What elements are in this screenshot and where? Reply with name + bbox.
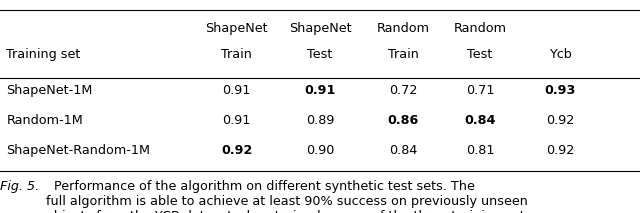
Text: Train: Train	[221, 48, 252, 61]
Text: 0.81: 0.81	[466, 144, 494, 157]
Text: 0.89: 0.89	[306, 114, 334, 127]
Text: Test: Test	[467, 48, 493, 61]
Text: 0.91: 0.91	[223, 84, 251, 97]
Text: 0.72: 0.72	[389, 84, 417, 97]
Text: 0.84: 0.84	[464, 114, 496, 127]
Text: 0.92: 0.92	[546, 144, 574, 157]
Text: 0.92: 0.92	[546, 114, 574, 127]
Text: Random: Random	[377, 22, 429, 35]
Text: Performance of the algorithm on different synthetic test sets. The
full algorith: Performance of the algorithm on differen…	[46, 180, 536, 213]
Text: 0.90: 0.90	[306, 144, 334, 157]
Text: 0.92: 0.92	[221, 144, 253, 157]
Text: Random-1M: Random-1M	[6, 114, 83, 127]
Text: ShapeNet-1M: ShapeNet-1M	[6, 84, 93, 97]
Text: 0.91: 0.91	[223, 114, 251, 127]
Text: Random: Random	[454, 22, 506, 35]
Text: 0.91: 0.91	[304, 84, 336, 97]
Text: 0.86: 0.86	[388, 114, 419, 127]
Text: Train: Train	[388, 48, 419, 61]
Text: Test: Test	[307, 48, 333, 61]
Text: 0.84: 0.84	[389, 144, 417, 157]
Text: Ycb: Ycb	[548, 48, 572, 61]
Text: 0.71: 0.71	[466, 84, 494, 97]
Text: ShapeNet: ShapeNet	[205, 22, 268, 35]
Text: ShapeNet-Random-1M: ShapeNet-Random-1M	[6, 144, 150, 157]
Text: Fig. 5.: Fig. 5.	[0, 180, 39, 193]
Text: 0.93: 0.93	[544, 84, 576, 97]
Text: Training set: Training set	[6, 48, 81, 61]
Text: ShapeNet: ShapeNet	[289, 22, 351, 35]
